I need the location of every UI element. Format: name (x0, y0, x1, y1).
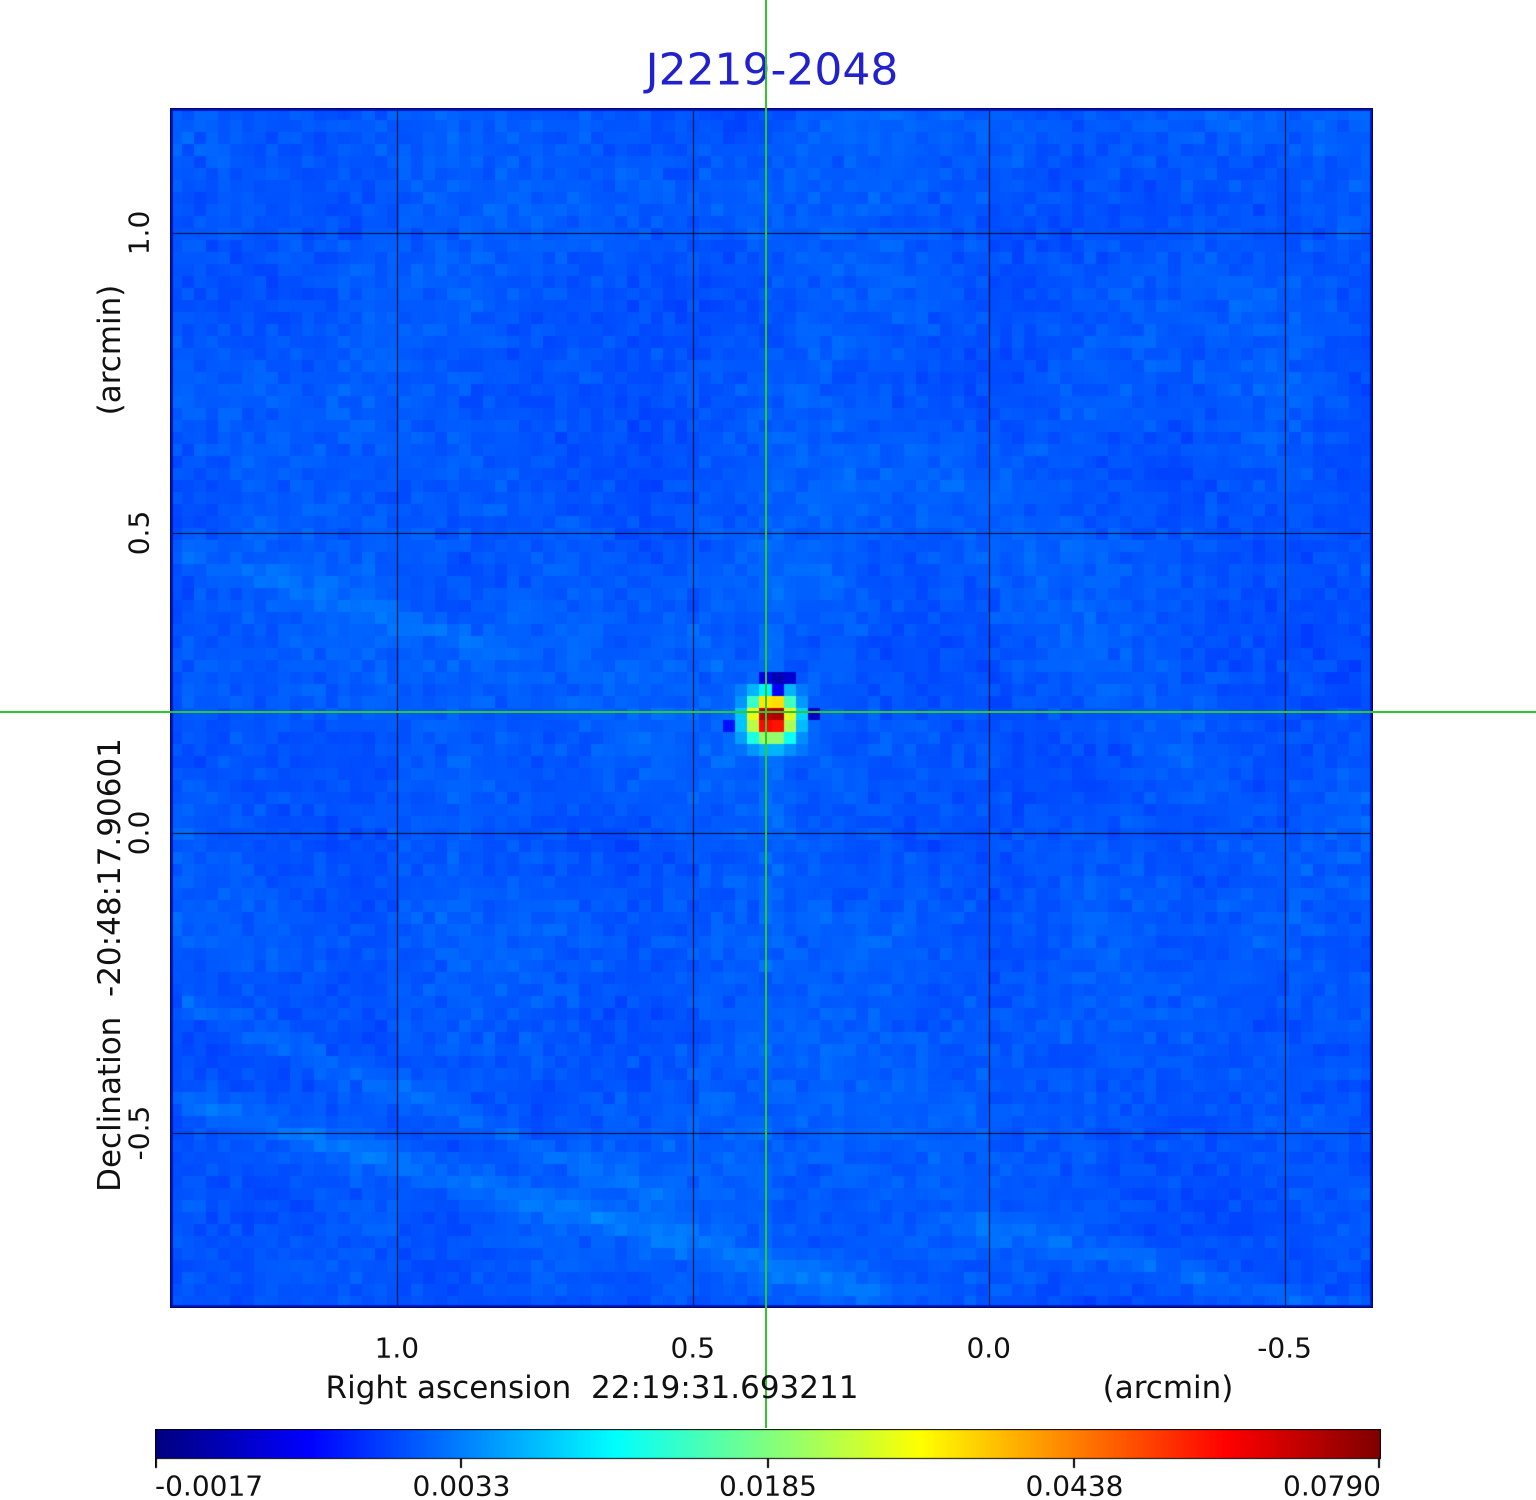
sky-image-canvas (170, 108, 1373, 1308)
plot-title: J2219-2048 (645, 44, 899, 96)
y-tick-label: 0.5 (122, 510, 156, 556)
colorbar-tick-label: 0.0185 (719, 1469, 817, 1500)
y-axis-label: Declination -20:48:17.90601 (92, 738, 128, 1192)
y-tick-label: 1.0 (122, 210, 156, 256)
colorbar (155, 1429, 1381, 1471)
colorbar-tick-label: 0.0790 (1283, 1469, 1381, 1500)
crosshair-vertical-line (764, 0, 767, 1428)
x-tick-label: -0.5 (1257, 1331, 1312, 1365)
colorbar-tick-label: 0.0438 (1025, 1469, 1124, 1500)
y-axis-unit-label: (arcmin) (92, 284, 128, 416)
colorbar-tick-label: 0.0033 (412, 1469, 511, 1500)
x-axis-unit-label: (arcmin) (1102, 1370, 1234, 1406)
colorbar-tick-label: -0.0017 (155, 1469, 264, 1500)
x-tick-label: 0.0 (966, 1331, 1011, 1365)
x-tick-label: 0.5 (670, 1331, 716, 1365)
x-tick-label: 1.0 (374, 1331, 420, 1365)
crosshair-horizontal-line (0, 710, 1536, 713)
x-axis-label: Right ascension 22:19:31.693211 (325, 1370, 859, 1406)
